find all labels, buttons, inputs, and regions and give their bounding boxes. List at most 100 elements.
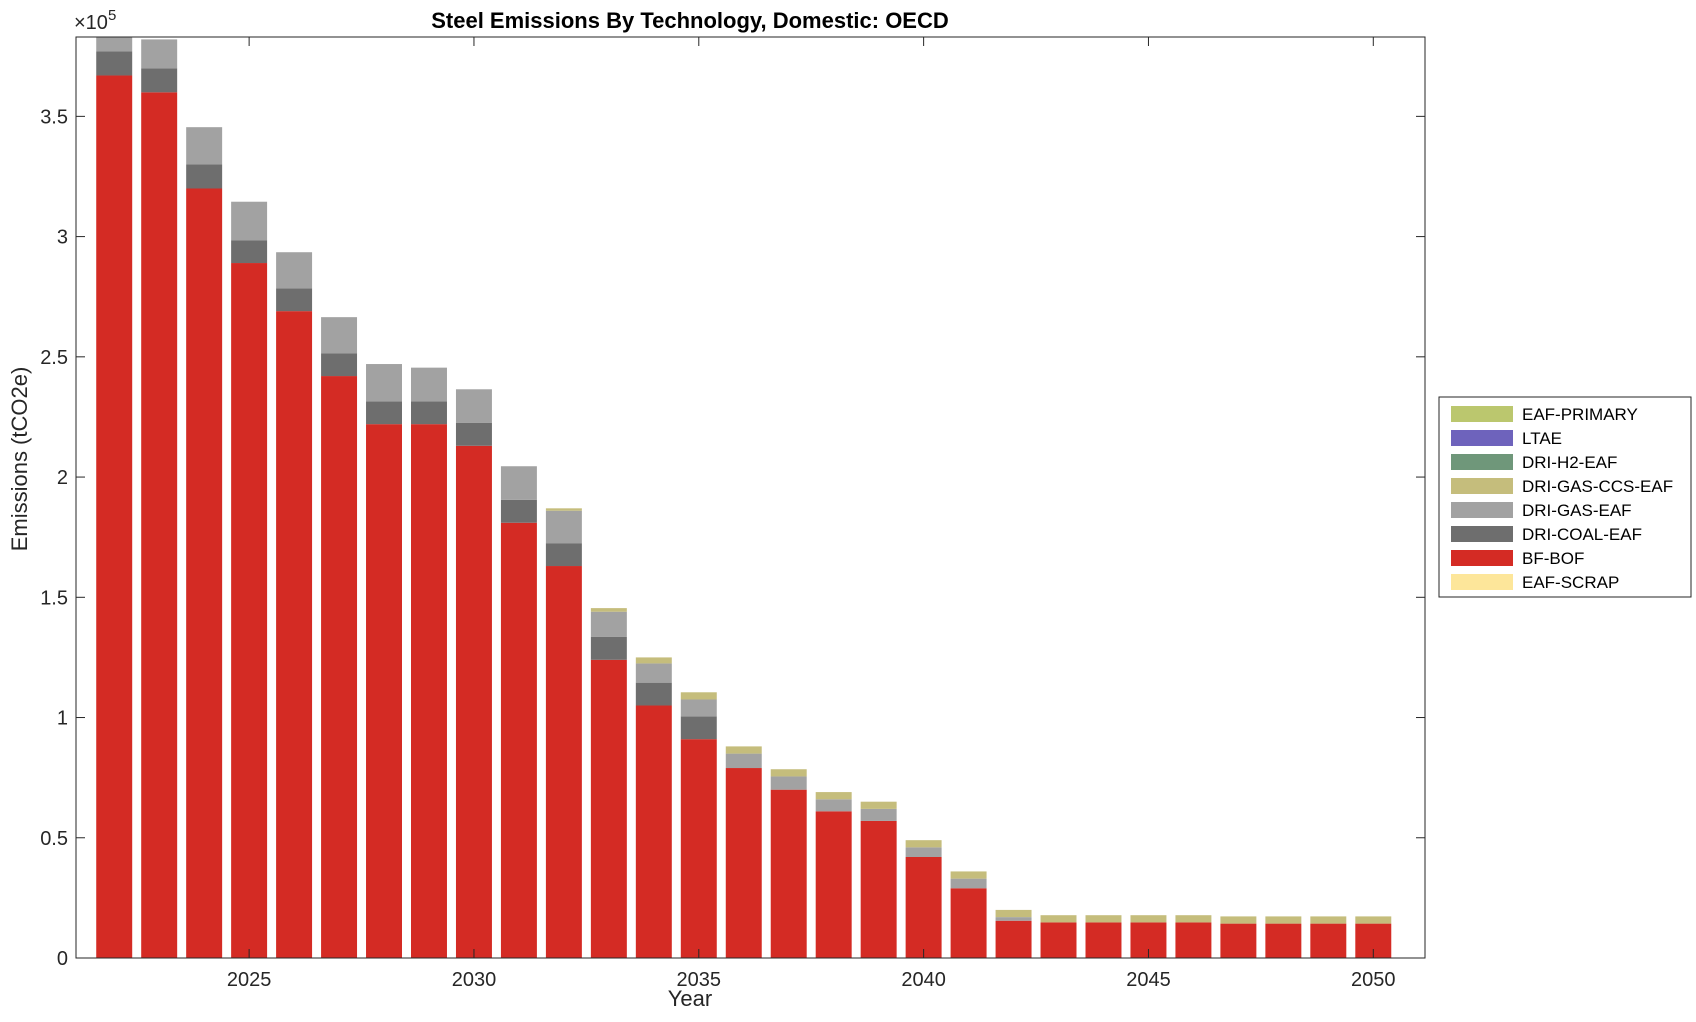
bar-bf-bof-2044 <box>1085 922 1122 958</box>
legend-swatch <box>1451 454 1513 470</box>
legend: EAF-PRIMARY LTAE DRI-H2-EAF DRI-GAS-CCS-EAF… <box>1438 396 1692 598</box>
bar-dri-gas-eaf-2028 <box>366 364 402 402</box>
bar-bf-bof-2043 <box>1040 922 1077 958</box>
legend-swatch <box>1451 574 1513 590</box>
y-tick-label-6: 3 <box>57 227 68 249</box>
bar-bf-bof-2040 <box>905 857 942 958</box>
bar-stack-2037 <box>770 769 807 958</box>
bar-dri-gas-ccs-eaf-2048 <box>1265 916 1302 924</box>
legend-label: DRI-GAS-EAF <box>1522 501 1632 520</box>
legend-item-bf-bof: BF-BOF <box>1451 549 1584 568</box>
bar-stack-2030 <box>455 389 492 958</box>
legend-item-eaf-primary: EAF-PRIMARY <box>1451 405 1638 424</box>
bar-dri-gas-ccs-eaf-2038 <box>815 792 852 800</box>
bar-stack-2029 <box>411 367 447 958</box>
bar-stack-2027 <box>321 317 358 958</box>
bar-dri-coal-eaf-2034 <box>635 682 672 706</box>
legend-item-dri-gas-eaf: DRI-GAS-EAF <box>1451 501 1632 520</box>
bar-dri-gas-ccs-eaf-2047 <box>1220 916 1257 924</box>
bar-dri-gas-ccs-eaf-2036 <box>725 746 762 754</box>
legend-label: EAF-PRIMARY <box>1522 405 1638 424</box>
bar-dri-gas-eaf-2042 <box>995 917 1032 921</box>
x-tick-label-2035: 2035 <box>677 969 722 991</box>
bar-dri-gas-eaf-2027 <box>321 317 358 354</box>
bar-stack-2032 <box>545 508 582 958</box>
y-tick-label-5: 2.5 <box>40 347 68 369</box>
plot-frame <box>75 36 1426 959</box>
bar-dri-gas-ccs-eaf-2046 <box>1175 915 1212 923</box>
bar-dri-gas-ccs-eaf-2049 <box>1310 916 1347 924</box>
bar-dri-coal-eaf-2022 <box>96 51 133 76</box>
bar-dri-coal-eaf-2025 <box>231 240 268 264</box>
legend-item-ltae: LTAE <box>1451 429 1562 448</box>
bar-bf-bof-2031 <box>500 522 537 958</box>
bar-bf-bof-2030 <box>455 445 492 958</box>
legend-item-dri-coal-eaf: DRI-COAL-EAF <box>1451 525 1642 544</box>
bar-dri-gas-eaf-2035 <box>680 699 717 717</box>
x-axis-label: Year <box>668 986 712 1011</box>
bar-bf-bof-2037 <box>770 789 807 958</box>
bar-dri-gas-ccs-eaf-2040 <box>905 840 942 848</box>
chart-title: Steel Emissions By Technology, Domestic:… <box>431 8 949 33</box>
bar-dri-gas-eaf-2024 <box>186 127 223 165</box>
bar-bf-bof-2024 <box>186 188 223 958</box>
x-tick-label-2025: 2025 <box>227 969 272 991</box>
bar-stack-2022 <box>96 37 133 959</box>
bar-bf-bof-2038 <box>815 811 852 958</box>
x-tick-label-2030: 2030 <box>452 969 497 991</box>
y-exponent-base: ×10 <box>74 12 108 34</box>
bar-dri-gas-ccs-eaf-2045 <box>1130 915 1167 923</box>
bar-dri-gas-eaf-2039 <box>860 808 897 821</box>
bar-stack-2043 <box>1040 915 1077 958</box>
bar-dri-gas-eaf-2030 <box>455 389 492 423</box>
bar-stack-2031 <box>500 466 537 958</box>
bar-bf-bof-2048 <box>1265 923 1302 958</box>
bar-dri-coal-eaf-2024 <box>186 164 223 189</box>
legend-label: LTAE <box>1522 429 1562 448</box>
bar-dri-gas-eaf-2023 <box>141 39 178 69</box>
bar-stack-2033 <box>590 608 627 958</box>
legend-swatch <box>1451 406 1513 422</box>
legend-item-eaf-scrap: EAF-SCRAP <box>1451 573 1619 592</box>
bar-dri-gas-eaf-2040 <box>905 847 942 857</box>
bar-stack-2048 <box>1265 916 1302 958</box>
x-tick-label-2040: 2040 <box>901 969 946 991</box>
bar-dri-coal-eaf-2029 <box>411 401 447 425</box>
bar-dri-gas-eaf-2034 <box>635 663 672 683</box>
legend-label: EAF-SCRAP <box>1522 573 1619 592</box>
bar-dri-gas-eaf-2026 <box>276 252 313 289</box>
bar-bf-bof-2025 <box>231 263 268 958</box>
bar-stack-2026 <box>276 252 313 958</box>
bar-bf-bof-2036 <box>725 768 762 958</box>
x-tick-label-2050: 2050 <box>1351 969 1396 991</box>
bar-stack-2049 <box>1310 916 1347 958</box>
y-tick-label-0: 0 <box>57 948 68 970</box>
legend-label: BF-BOF <box>1522 549 1584 568</box>
y-tick-label-7: 3.5 <box>40 106 68 128</box>
bar-bf-bof-2034 <box>635 705 672 958</box>
bar-stack-2038 <box>815 792 852 958</box>
bar-bf-bof-2032 <box>545 566 582 958</box>
bar-dri-gas-ccs-eaf-2037 <box>770 769 807 777</box>
bar-dri-coal-eaf-2031 <box>500 499 537 523</box>
y-tick-label-1: 0.5 <box>40 828 68 850</box>
bar-stack-2024 <box>186 127 223 958</box>
legend-swatch <box>1451 502 1513 518</box>
bar-stack-2025 <box>231 201 268 958</box>
bar-dri-gas-eaf-2022 <box>96 37 133 52</box>
bar-dri-gas-eaf-2038 <box>815 799 852 812</box>
bar-stack-2044 <box>1085 915 1122 958</box>
legend-swatch <box>1451 526 1513 542</box>
bar-dri-gas-eaf-2025 <box>231 201 268 241</box>
bar-bf-bof-2042 <box>995 920 1032 958</box>
bar-dri-gas-ccs-eaf-2039 <box>860 801 897 809</box>
bar-dri-coal-eaf-2026 <box>276 288 313 312</box>
bar-dri-gas-ccs-eaf-2050 <box>1355 916 1392 924</box>
bar-stack-2046 <box>1175 915 1212 958</box>
bar-dri-gas-eaf-2032 <box>545 510 582 544</box>
bar-stack-2035 <box>680 692 717 958</box>
bar-dri-gas-ccs-eaf-2044 <box>1085 915 1122 923</box>
bar-dri-gas-eaf-2036 <box>725 753 762 769</box>
x-tick-label-2045: 2045 <box>1126 969 1171 991</box>
